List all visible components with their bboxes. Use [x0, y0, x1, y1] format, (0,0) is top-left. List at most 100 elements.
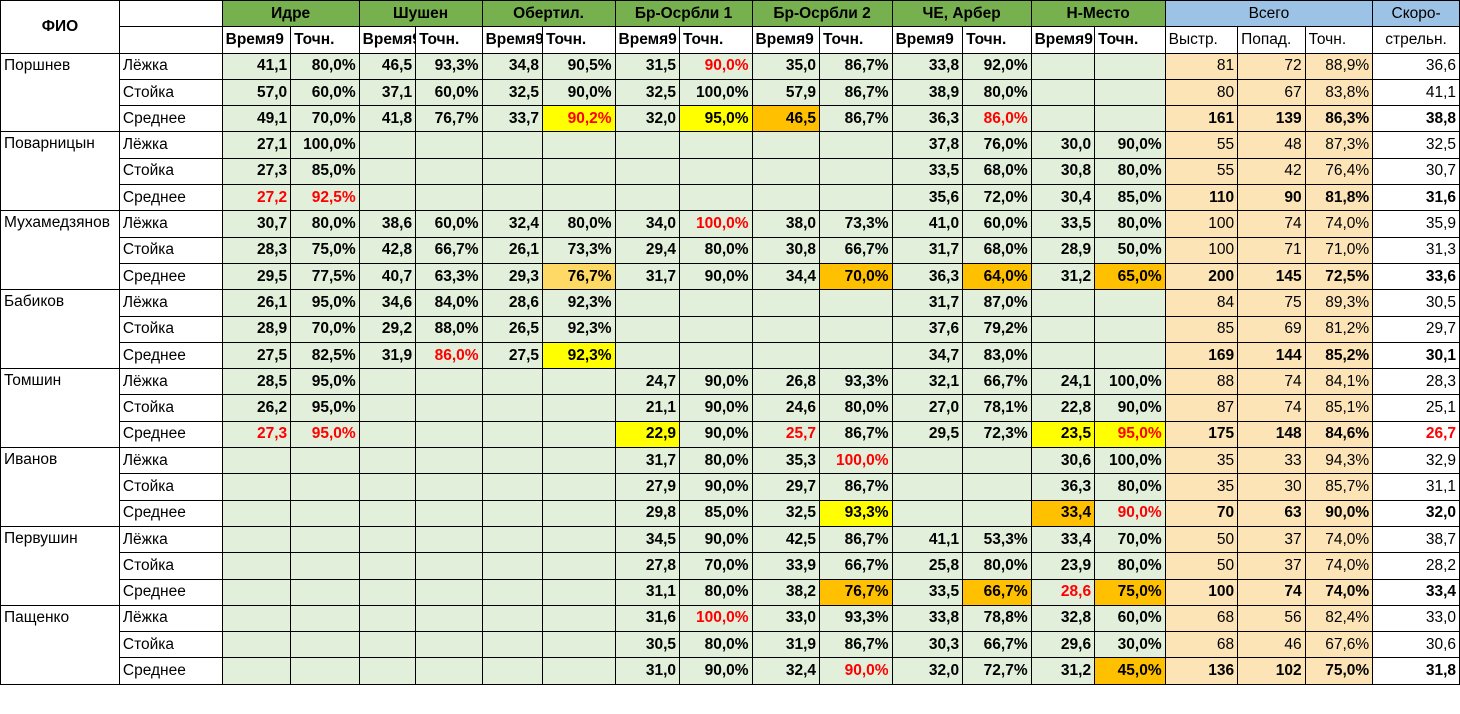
position-label: Лёжка — [118, 525, 223, 554]
range-header-shushen: Шушен — [358, 0, 483, 28]
total-shots-cell: 100 — [1164, 578, 1239, 606]
rate-header-bottom: стрельн. — [1372, 26, 1460, 54]
accuracy-cell: 88,0% — [415, 315, 483, 343]
header-row-ranges: ФИО Идре Шушен Обертил. Бр-Осрбли 1 Бр-О… — [0, 0, 1460, 54]
position-label: Стойка — [118, 631, 223, 659]
time-cell — [751, 131, 821, 159]
time-cell: 28,3 — [221, 236, 292, 264]
accuracy-cell: 45,0% — [1094, 657, 1166, 685]
time-cell: 28,6 — [481, 289, 544, 317]
accuracy-cell: 53,3% — [962, 525, 1032, 554]
accuracy-cell: 60,0% — [962, 210, 1032, 238]
time-cell — [358, 525, 417, 554]
total-hits-cell: 74 — [1237, 578, 1306, 606]
accuracy-cell: 86,7% — [819, 78, 893, 107]
total-acc-cell: 67,6% — [1304, 631, 1374, 659]
position-label: Лёжка — [118, 368, 223, 396]
accuracy-cell — [819, 315, 893, 343]
rate-cell: 36,6 — [1372, 52, 1460, 80]
time-cell: 27,0 — [891, 394, 964, 422]
sub-time-header: Время9 — [891, 26, 964, 54]
rate-cell: 30,5 — [1372, 289, 1460, 317]
time-cell: 24,1 — [1030, 368, 1096, 396]
total-acc-cell: 84,6% — [1304, 420, 1374, 449]
total-hits-cell: 74 — [1237, 210, 1306, 238]
accuracy-cell — [962, 473, 1032, 501]
position-label: Среднее — [118, 262, 223, 291]
time-cell: 31,1 — [614, 578, 681, 606]
time-cell: 33,0 — [751, 604, 821, 633]
rate-cell: 32,0 — [1372, 499, 1460, 527]
accuracy-cell — [1094, 52, 1166, 80]
accuracy-cell: 63,3% — [415, 262, 483, 291]
total-acc-cell: 89,3% — [1304, 289, 1374, 317]
time-cell — [358, 657, 417, 685]
total-shots-cell: 80 — [1164, 78, 1239, 107]
accuracy-cell: 90,0% — [679, 52, 753, 80]
time-cell: 41,0 — [891, 210, 964, 238]
accuracy-cell: 80,0% — [679, 578, 753, 606]
total-shots-cell: 100 — [1164, 236, 1239, 264]
time-cell — [358, 184, 417, 212]
time-cell: 32,8 — [1030, 604, 1096, 633]
time-cell — [481, 157, 544, 186]
total-shots-cell: 50 — [1164, 525, 1239, 554]
accuracy-cell — [962, 499, 1032, 527]
total-hits-header: Попад. — [1237, 26, 1306, 54]
accuracy-cell — [679, 157, 753, 186]
total-acc-cell: 81,8% — [1304, 184, 1374, 212]
time-cell: 37,8 — [891, 131, 964, 159]
time-cell: 29,2 — [358, 315, 417, 343]
time-cell — [1030, 78, 1096, 107]
time-cell: 25,7 — [751, 420, 821, 449]
results-table: ФИО Идре Шушен Обертил. Бр-Осрбли 1 Бр-О… — [0, 0, 1460, 685]
total-acc-cell: 84,1% — [1304, 368, 1374, 396]
accuracy-cell: 90,0% — [679, 473, 753, 501]
time-cell: 28,9 — [221, 315, 292, 343]
rate-cell: 32,5 — [1372, 131, 1460, 159]
time-cell — [751, 341, 821, 370]
time-cell — [358, 578, 417, 606]
position-label: Лёжка — [118, 447, 223, 475]
time-cell — [751, 315, 821, 343]
accuracy-cell — [415, 420, 483, 449]
sub-acc-header: Точн. — [679, 26, 753, 54]
time-cell: 27,8 — [614, 552, 681, 580]
time-cell: 26,8 — [751, 368, 821, 396]
total-hits-cell: 48 — [1237, 131, 1306, 159]
accuracy-cell: 95,0% — [290, 420, 360, 449]
accuracy-cell: 68,0% — [962, 236, 1032, 264]
accuracy-cell: 90,0% — [679, 394, 753, 422]
accuracy-cell: 90,0% — [679, 368, 753, 396]
accuracy-cell — [819, 184, 893, 212]
time-cell: 29,6 — [1030, 631, 1096, 659]
accuracy-cell: 72,0% — [962, 184, 1032, 212]
accuracy-cell: 93,3% — [819, 499, 893, 527]
rate-cell: 31,3 — [1372, 236, 1460, 264]
accuracy-cell: 84,0% — [415, 289, 483, 317]
table-row: Пащенко Лёжка 31,6 100,0% 33,0 93,3% 33,8 78,8%… — [0, 604, 1460, 685]
accuracy-cell: 86,7% — [819, 525, 893, 554]
accuracy-cell — [542, 157, 616, 186]
accuracy-cell: 80,0% — [542, 210, 616, 238]
time-cell — [358, 131, 417, 159]
total-shots-cell: 85 — [1164, 315, 1239, 343]
accuracy-cell: 95,0% — [290, 289, 360, 317]
position-label: Среднее — [118, 420, 223, 449]
accuracy-cell: 100,0% — [290, 131, 360, 159]
accuracy-cell: 100,0% — [679, 78, 753, 107]
time-cell: 30,3 — [891, 631, 964, 659]
accuracy-cell: 70,0% — [819, 262, 893, 291]
accuracy-cell: 92,3% — [542, 341, 616, 370]
rate-cell: 38,8 — [1372, 105, 1460, 133]
accuracy-cell: 92,5% — [290, 184, 360, 212]
time-cell — [891, 499, 964, 527]
time-cell — [614, 289, 681, 317]
accuracy-cell — [415, 131, 483, 159]
total-acc-cell: 85,7% — [1304, 473, 1374, 501]
time-cell — [358, 447, 417, 475]
time-cell: 42,5 — [751, 525, 821, 554]
sub-acc-header: Точн. — [819, 26, 893, 54]
accuracy-cell: 85,0% — [679, 499, 753, 527]
accuracy-cell: 80,0% — [1094, 210, 1166, 238]
